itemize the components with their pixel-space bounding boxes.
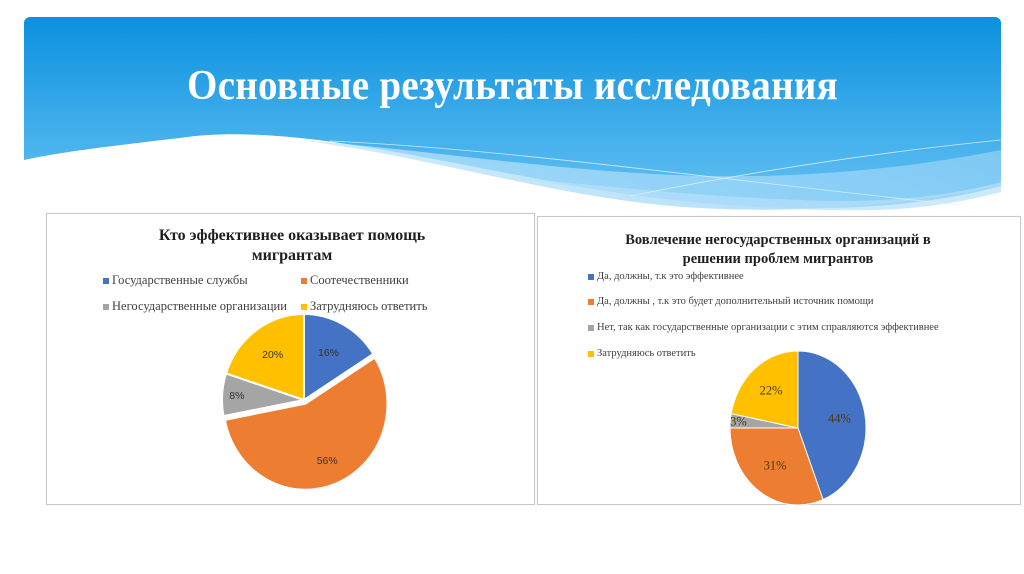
- legend-item-undecided: Затрудняюсь ответить: [301, 299, 427, 314]
- legend-label: Да, должны, т.к это эффективнее: [597, 271, 744, 282]
- legend-swatch-icon: [301, 303, 307, 310]
- chart-ngo-involvement: Вовлечение негосударственных организаций…: [537, 216, 1021, 506]
- pie-slice: [224, 312, 305, 402]
- chart-title-line-2: решении проблем мигрантов: [682, 251, 874, 267]
- pie-slice: [223, 356, 389, 491]
- legend-swatch-icon: [588, 298, 594, 305]
- legend-label: Соотечественники: [310, 273, 409, 287]
- legend-item-no-state: Нет, так как государственные организации…: [588, 322, 939, 333]
- pie-data-label: 44%: [827, 411, 851, 426]
- pie-chart-left: [221, 312, 389, 491]
- legend-item-yes-additional: Да, должны , т.к это будет дополнительны…: [588, 296, 874, 307]
- pie-data-label: 16%: [317, 347, 339, 360]
- legend-swatch-icon: [103, 303, 109, 310]
- pie-slice: [797, 350, 867, 501]
- legend-label: Да, должны , т.к это будет дополнительны…: [597, 296, 874, 307]
- slide-header: Основные результаты исследования: [0, 0, 1024, 220]
- pie-slice: [730, 350, 799, 429]
- legend-label: Затрудняюсь ответить: [597, 348, 696, 359]
- legend-swatch-icon: [588, 324, 594, 331]
- legend-item-compatriots: Соотечественники: [301, 273, 409, 288]
- pie-slice: [729, 427, 824, 506]
- chart-title-line-1: Кто эффективнее оказывает помощь: [158, 227, 426, 244]
- chart-title-line-1: Вовлечение негосударственных организаций…: [625, 232, 931, 248]
- pie-data-label: 8%: [229, 389, 245, 402]
- slide-title: Основные результаты исследования: [186, 63, 839, 109]
- pie-data-label: 31%: [763, 458, 787, 473]
- pie-data-label: 20%: [262, 348, 284, 361]
- legend-swatch-icon: [103, 277, 109, 284]
- legend-item-yes-effective: Да, должны, т.к это эффективнее: [588, 271, 744, 282]
- pie-slice: [303, 312, 375, 402]
- chart-title: Вовлечение негосударственных организаций…: [578, 231, 978, 269]
- legend-item-gov-services: Государственные службы: [103, 273, 248, 288]
- chart-title-line-2: мигрантам: [251, 247, 333, 264]
- pie-data-label: 56%: [316, 455, 338, 468]
- header-wave-background: [24, 17, 1001, 211]
- legend-label: Государственные службы: [112, 273, 248, 287]
- pie-data-label: 22%: [759, 383, 783, 398]
- legend-label: Нет, так как государственные организации…: [597, 322, 939, 333]
- legend-item-ngo: Негосударственные организации: [103, 299, 287, 314]
- legend-label: Затрудняюсь ответить: [310, 299, 428, 313]
- legend-item-undecided: Затрудняюсь ответить: [588, 348, 696, 359]
- legend-label: Негосударственные организации: [112, 299, 287, 313]
- pie-data-label: 3%: [730, 414, 747, 429]
- chart-who-helps-migrants: Кто эффективнее оказывает помощь мигрант…: [46, 213, 535, 505]
- legend-swatch-icon: [588, 350, 594, 357]
- pie-chart-right: [729, 350, 867, 506]
- legend-swatch-icon: [588, 273, 594, 280]
- legend-swatch-icon: [301, 277, 307, 284]
- chart-title: Кто эффективнее оказывает помощь мигрант…: [107, 226, 477, 266]
